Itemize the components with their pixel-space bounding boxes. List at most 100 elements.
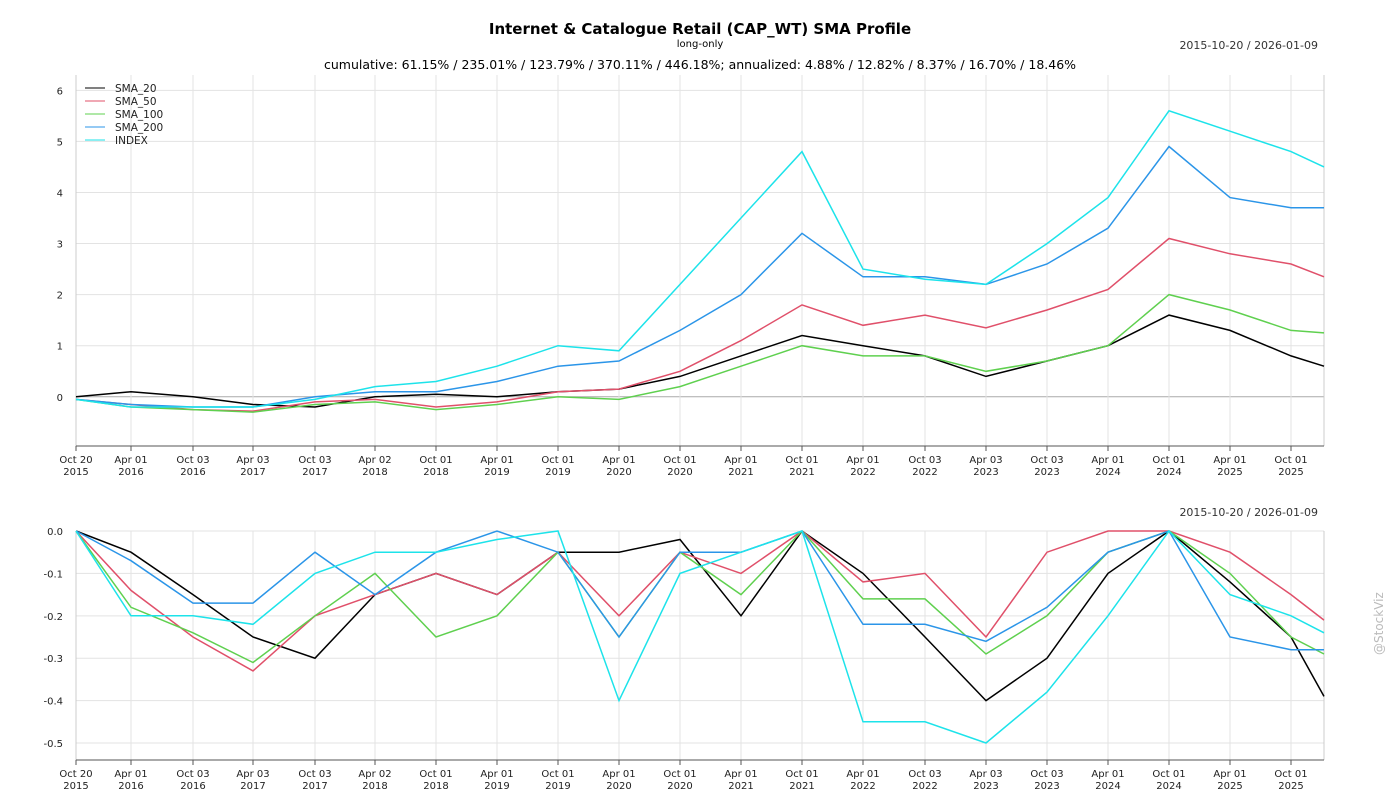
x-tick-label: 2020	[606, 467, 631, 478]
y-tick-label: 2	[57, 291, 63, 302]
x-tick-label: Apr 01	[846, 769, 879, 780]
date-range-bottom: 2015-10-20 / 2026-01-09	[1179, 506, 1318, 519]
x-tick-label: 2018	[362, 781, 387, 792]
x-tick-label: Oct 01	[1274, 455, 1307, 466]
x-tick-label: 2020	[667, 467, 692, 478]
x-tick-label: 2017	[240, 781, 265, 792]
x-tick-label: 2024	[1095, 467, 1120, 478]
series-line-sma_20	[75, 529, 1325, 702]
series-line-sma_200	[75, 145, 1324, 408]
date-range-top: 2015-10-20 / 2026-01-09	[1179, 39, 1318, 52]
x-tick-label: Oct 20	[59, 455, 92, 466]
y-tick-label: -0.3	[43, 654, 63, 665]
x-tick-label: Oct 03	[1030, 455, 1063, 466]
x-tick-label: 2020	[667, 781, 692, 792]
legend-label-sma_50: SMA_50	[115, 96, 157, 108]
x-tick-label: 2017	[240, 467, 265, 478]
x-tick-label: 2021	[728, 467, 753, 478]
series-line-index	[75, 529, 1325, 744]
x-tick-label: 2022	[912, 467, 937, 478]
y-tick-label: -0.1	[43, 569, 63, 580]
x-tick-label: 2022	[912, 781, 937, 792]
x-tick-label: Apr 01	[114, 769, 147, 780]
x-tick-label: Apr 01	[724, 455, 757, 466]
x-tick-label: 2016	[180, 781, 205, 792]
legend-label-sma_100: SMA_100	[115, 109, 163, 121]
y-tick-label: -0.5	[43, 739, 63, 750]
x-tick-label: Oct 03	[176, 769, 209, 780]
x-tick-label: Apr 01	[480, 455, 513, 466]
x-tick-label: 2024	[1156, 781, 1181, 792]
x-tick-label: Oct 01	[1152, 769, 1185, 780]
x-tick-label: 2015	[63, 467, 88, 478]
x-tick-label: Apr 03	[236, 769, 269, 780]
x-tick-label: Apr 01	[114, 455, 147, 466]
x-tick-label: Apr 03	[969, 769, 1002, 780]
y-tick-label: 0.0	[47, 527, 63, 538]
x-tick-label: Apr 01	[1213, 769, 1246, 780]
x-tick-label: Apr 01	[1091, 769, 1124, 780]
x-tick-label: Apr 01	[846, 455, 879, 466]
x-tick-label: Oct 01	[663, 769, 696, 780]
x-tick-label: 2022	[850, 467, 875, 478]
x-tick-label: 2015	[63, 781, 88, 792]
x-tick-label: 2018	[423, 781, 448, 792]
x-tick-label: 2019	[545, 467, 570, 478]
x-tick-label: Apr 01	[602, 769, 635, 780]
x-tick-label: 2019	[484, 781, 509, 792]
series-line-sma_100	[75, 293, 1325, 413]
x-tick-label: Oct 01	[785, 455, 818, 466]
x-tick-label: Apr 01	[480, 769, 513, 780]
x-tick-label: Oct 03	[176, 455, 209, 466]
chart-title: Internet & Catalogue Retail (CAP_WT) SMA…	[488, 20, 912, 38]
x-tick-label: Apr 01	[1213, 455, 1246, 466]
y-tick-label: 1	[57, 342, 63, 353]
x-tick-label: Oct 03	[908, 455, 941, 466]
x-tick-label: 2018	[362, 467, 387, 478]
legend-label-sma_200: SMA_200	[115, 122, 163, 134]
x-tick-label: 2018	[423, 467, 448, 478]
x-tick-label: Oct 03	[298, 455, 331, 466]
x-tick-label: Apr 02	[358, 455, 391, 466]
x-tick-label: Apr 02	[358, 769, 391, 780]
x-tick-label: Oct 01	[1274, 769, 1307, 780]
x-tick-label: Apr 01	[724, 769, 757, 780]
watermark: @StockViz	[1372, 592, 1386, 655]
x-tick-label: 2025	[1217, 467, 1242, 478]
x-tick-label: Oct 03	[298, 769, 331, 780]
x-tick-label: 2023	[1034, 781, 1059, 792]
x-tick-label: Apr 01	[1091, 455, 1124, 466]
x-tick-label: 2016	[118, 781, 143, 792]
y-tick-label: 0	[57, 393, 63, 404]
x-tick-label: Oct 03	[908, 769, 941, 780]
x-tick-label: Oct 03	[1030, 769, 1063, 780]
y-tick-label: 5	[57, 137, 63, 148]
x-tick-label: Oct 01	[541, 455, 574, 466]
series-line-index	[75, 109, 1325, 408]
x-tick-label: 2020	[606, 781, 631, 792]
legend-label-index: INDEX	[115, 135, 148, 147]
x-tick-label: Oct 01	[541, 769, 574, 780]
x-tick-label: 2017	[302, 781, 327, 792]
x-tick-label: 2023	[1034, 467, 1059, 478]
x-tick-label: Oct 01	[663, 455, 696, 466]
series-line-sma_100	[75, 529, 1325, 664]
x-tick-label: 2016	[180, 467, 205, 478]
x-tick-label: 2024	[1156, 467, 1181, 478]
x-tick-label: Apr 01	[602, 455, 635, 466]
x-tick-label: Oct 01	[785, 769, 818, 780]
series-line-sma_200	[75, 530, 1324, 651]
y-tick-label: 4	[57, 188, 63, 199]
y-tick-label: -0.2	[43, 612, 63, 623]
x-tick-label: Apr 03	[969, 455, 1002, 466]
x-tick-label: Oct 01	[419, 769, 452, 780]
x-tick-label: 2025	[1278, 467, 1303, 478]
x-tick-label: Oct 20	[59, 769, 92, 780]
x-tick-label: 2019	[545, 781, 570, 792]
x-tick-label: 2025	[1217, 781, 1242, 792]
x-tick-label: 2021	[789, 781, 814, 792]
